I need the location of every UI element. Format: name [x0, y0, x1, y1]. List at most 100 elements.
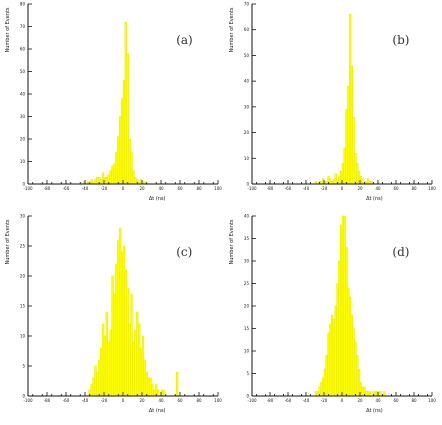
hist-bar [141, 335, 145, 397]
hist-bar [343, 147, 346, 185]
hist-bar [332, 178, 335, 185]
x-tick-label: 80 [196, 186, 202, 191]
hist-bar [354, 341, 357, 397]
hist-bar [111, 165, 114, 185]
x-tick-label: 0 [122, 398, 125, 403]
x-tick-label: 60 [393, 398, 399, 403]
hist-bar [145, 371, 148, 397]
y-tick-label: 60 [20, 47, 26, 52]
x-tick-label: 0 [122, 186, 125, 191]
y-tick-label: 20 [20, 137, 26, 142]
hist-bar [354, 152, 357, 185]
y-tick-label: 35 [244, 236, 250, 241]
hist-bar [374, 391, 377, 397]
hist-bar [128, 138, 131, 185]
hist-bar [343, 215, 346, 397]
hist-bar [149, 377, 152, 397]
hist-bar [329, 178, 332, 185]
hist-bar [124, 21, 128, 185]
hist-bar [122, 245, 126, 397]
x-tick-label: 20 [139, 398, 145, 403]
panel-d: -100 -80 -60 -40 -20 0 20 40 60 80 100 0 5 10 15 20 25 30… [229, 214, 436, 415]
hist-bar [323, 368, 326, 397]
hist-bar [130, 293, 133, 397]
y-tick-label: 10 [20, 159, 26, 164]
hist-bar [115, 152, 118, 185]
hist-bar [368, 391, 371, 397]
hist-bar [128, 323, 131, 397]
hist-bar [124, 269, 128, 397]
hist-bar [334, 173, 337, 185]
y-tick-label: 0 [22, 182, 25, 187]
x-tick-label: 40 [158, 398, 164, 403]
x-tick-label: 20 [139, 186, 145, 191]
y-tick-label: 5 [246, 371, 249, 376]
x-tick-label: 0 [341, 398, 344, 403]
y-tick-label: 0 [246, 182, 249, 187]
y-tick-label: 0 [246, 394, 249, 399]
x-tick-label: 100 [214, 186, 222, 191]
hist-bar [365, 391, 368, 397]
x-tick-label: 60 [393, 186, 399, 191]
hist-bar [99, 347, 103, 397]
hist-bar [96, 177, 99, 185]
x-tick-label: -40 [82, 186, 89, 191]
panel-c: -100 -80 -60 -40 -20 0 20 40 60 80 100 0 5 10 15 20 25 30… [5, 214, 222, 415]
y-tick-label: 40 [244, 79, 250, 84]
y-tick-label: 25 [20, 244, 26, 249]
hist-bar [139, 347, 143, 397]
hist-bar [137, 323, 141, 397]
hist-bar [347, 86, 350, 185]
hist-bar [134, 177, 137, 185]
y-tick-label: 80 [20, 2, 26, 7]
hist-bar [350, 314, 353, 397]
hist-bar [151, 383, 154, 397]
panel-a: -100 -80 -60 -40 -20 0 20 40 60 80 100 0 10 20 30 40 50 6… [5, 2, 222, 203]
x-axis-title: Δt (ns) [149, 196, 166, 202]
hist-bar [98, 359, 101, 397]
hist-bar [331, 314, 334, 397]
y-tick-label: 20 [20, 274, 26, 279]
x-tick-label: -80 [44, 398, 51, 403]
hist-bar [156, 389, 160, 397]
x-tick-label: 20 [357, 398, 363, 403]
x-axis-title: Δt (ns) [149, 408, 166, 414]
x-tick-label: 20 [357, 186, 363, 191]
y-axis-title: Number of Events [229, 7, 235, 52]
hist-bar [143, 359, 146, 397]
hist-bar [327, 332, 330, 397]
hist-bar [105, 311, 109, 397]
hist-bar [120, 251, 124, 397]
y-tick-label: 5 [22, 364, 25, 369]
hist-bar [132, 170, 135, 185]
hist-bar [162, 389, 165, 397]
y-tick-label: 30 [20, 214, 26, 219]
x-tick-label: -60 [63, 398, 70, 403]
x-tick-label: 40 [375, 186, 381, 191]
hist-bar [147, 377, 150, 397]
x-tick-label: -100 [23, 398, 33, 403]
hist-bar [352, 116, 355, 185]
panel-label: (c) [176, 245, 192, 259]
x-tick-label: -60 [285, 398, 292, 403]
y-tick-label: 25 [244, 281, 250, 286]
y-tick-label: 15 [244, 326, 250, 331]
hist-bar [325, 355, 328, 397]
hist-bar [118, 116, 122, 185]
y-tick-label: 60 [244, 27, 250, 32]
hist-bar [336, 283, 339, 397]
x-tick-label: 0 [341, 186, 344, 191]
y-tick-label: 10 [244, 349, 250, 354]
y-tick-label: 70 [244, 2, 250, 7]
hist-bar [350, 65, 353, 185]
x-tick-label: 40 [158, 186, 164, 191]
y-tick-label: 50 [20, 69, 26, 74]
hist-bar [347, 287, 350, 397]
hist-bar [316, 391, 319, 397]
hist-bar [90, 383, 93, 397]
hist-bar [356, 355, 359, 397]
hist-bar [105, 177, 109, 185]
hist-bar [132, 341, 135, 397]
